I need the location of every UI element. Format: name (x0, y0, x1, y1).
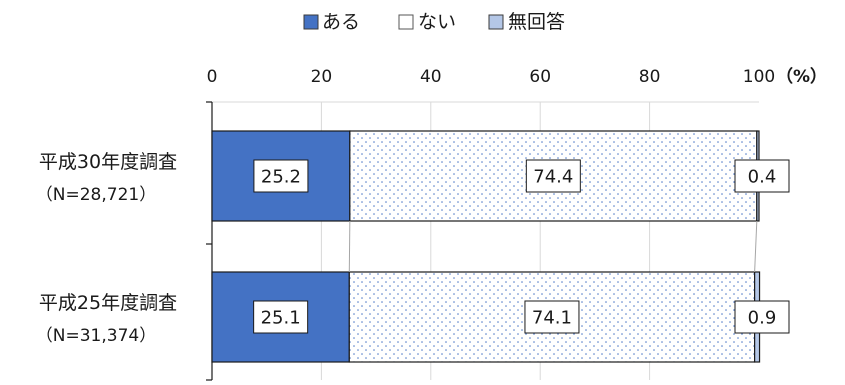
data-labels: 25.2 74.4 0.4 25.1 74.1 0.9 (253, 159, 790, 334)
category-sample-size: （N=28,721） (36, 185, 156, 205)
data-label-box (525, 159, 581, 193)
legend-swatch-1 (303, 14, 319, 30)
legend: ある ない 無回答 (303, 11, 565, 33)
x-tick-label: 0 (207, 67, 218, 87)
x-tick-label: 60 (529, 67, 551, 87)
data-label: 25.2 (261, 167, 301, 188)
category-sample-size: （N=31,374） (36, 326, 156, 346)
category-labels: 平成30年度調査 （N=28,721） 平成25年度調査 （N=31,374） (36, 151, 177, 346)
data-label: 0.9 (748, 308, 777, 329)
x-tick-label: 100 (743, 67, 775, 87)
legend-label-1: ある (322, 11, 360, 33)
x-axis-unit: （%） (776, 66, 827, 87)
data-label: 25.1 (261, 308, 301, 329)
legend-label-2: ない (418, 11, 456, 33)
data-label-box (253, 159, 309, 193)
data-label-box (734, 159, 790, 193)
legend-swatch-3 (488, 14, 504, 30)
series-connector (348, 220, 351, 273)
x-axis: 0 20 40 60 80 100 （%） (207, 66, 827, 87)
bars (211, 130, 761, 363)
x-tick-label: 80 (639, 67, 661, 87)
data-label-box (253, 300, 309, 334)
data-label: 0.4 (748, 167, 777, 188)
category-label: 平成30年度調査 (39, 151, 177, 173)
data-label: 74.1 (532, 308, 572, 329)
x-tick-label: 20 (311, 67, 333, 87)
series-connectors (348, 220, 758, 273)
legend-swatch-2 (398, 14, 414, 30)
legend-label-3: 無回答 (508, 11, 565, 33)
data-label-box (734, 300, 790, 334)
data-label-box (524, 300, 580, 334)
category-label: 平成25年度調査 (39, 292, 177, 314)
x-tick-label: 40 (420, 67, 442, 87)
data-label: 74.4 (533, 167, 573, 188)
series-connector (754, 220, 758, 273)
